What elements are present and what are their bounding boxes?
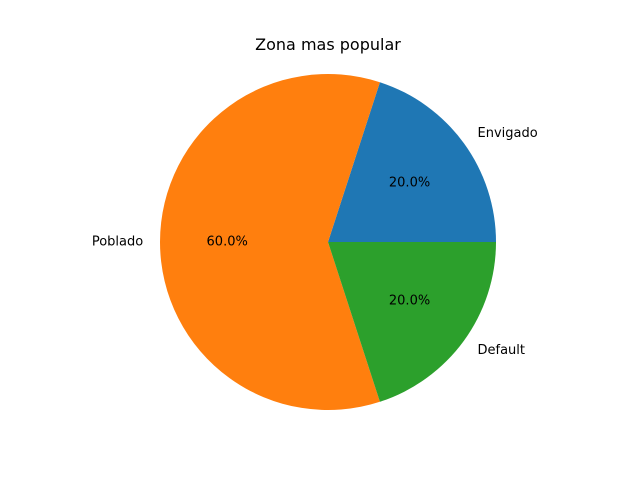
slice-label-poblado: Poblado xyxy=(92,235,143,250)
chart-title: Zona mas popular xyxy=(255,35,401,54)
pie-slice-envigado xyxy=(328,82,496,242)
slice-percent-poblado: 60.0% xyxy=(207,235,248,250)
pie-labels: Envigado 20.0% Poblado 60.0% Default 20.0% xyxy=(92,126,538,358)
pie-slices xyxy=(159,73,496,411)
slice-percent-envigado: 20.0% xyxy=(389,175,430,190)
slice-percent-default: 20.0% xyxy=(389,294,430,309)
pie-slice-poblado xyxy=(159,73,380,411)
pie-slice-default xyxy=(328,242,496,402)
slice-label-envigado: Envigado xyxy=(478,126,538,141)
slice-label-default: Default xyxy=(478,343,526,358)
